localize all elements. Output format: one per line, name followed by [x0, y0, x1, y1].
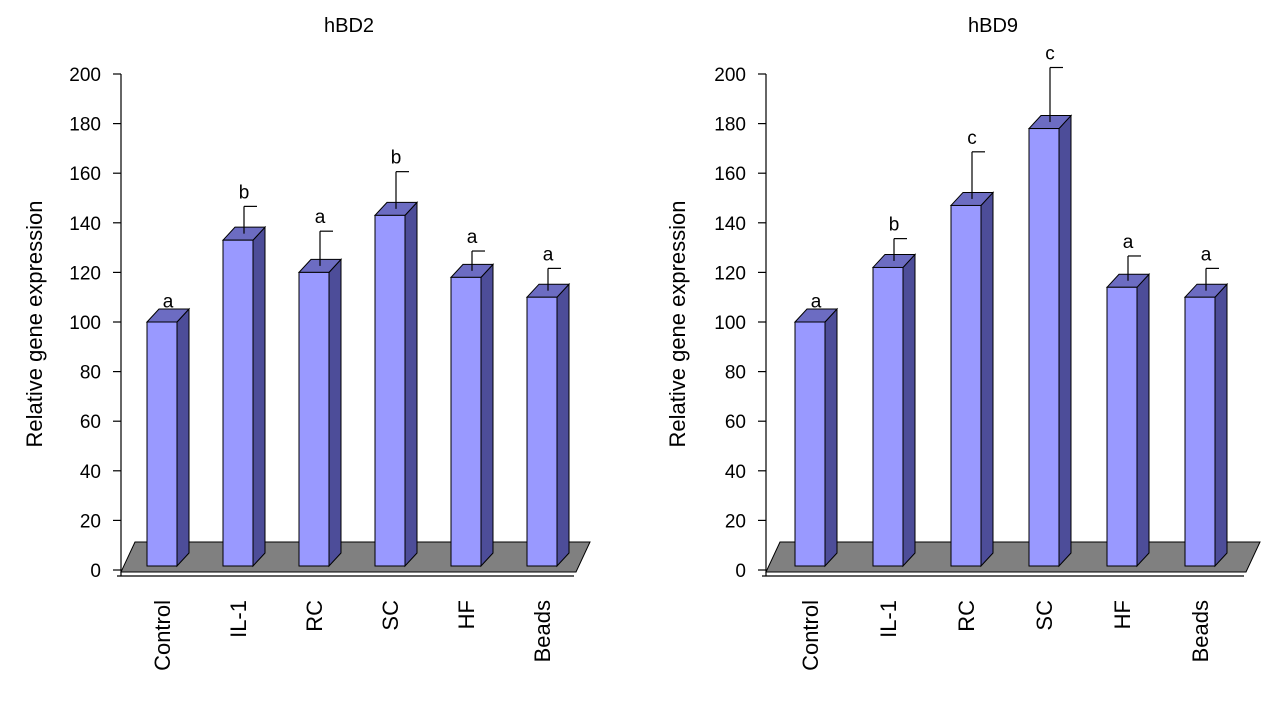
significance-label: a — [467, 227, 478, 248]
bar-side — [824, 307, 838, 568]
bar-front — [450, 276, 482, 567]
bar-front — [222, 239, 254, 567]
bar-sc — [373, 171, 419, 568]
y-tick-label: 0 — [90, 561, 101, 582]
y-tick-label: 100 — [714, 313, 746, 334]
bar-control — [145, 307, 191, 568]
bar-rc — [297, 230, 343, 568]
y-tick-label: 80 — [80, 363, 101, 384]
significance-label: b — [391, 148, 402, 169]
y-axis-label: Relative gene expression — [22, 200, 47, 447]
bar-front — [872, 266, 904, 567]
y-tick-label: 60 — [80, 412, 101, 433]
y-tick-label: 200 — [714, 65, 746, 86]
chart-hbd2: hBD2 Relative gene expression 0 20 40 60 80 1… — [22, 15, 591, 671]
y-tick-label: 140 — [69, 214, 101, 235]
bar-front — [526, 296, 558, 567]
y-tick-label: 40 — [725, 462, 746, 483]
x-tick-label: RC — [954, 600, 979, 632]
y-tick-label: 0 — [735, 561, 746, 582]
y-tick-label: 120 — [69, 263, 101, 284]
significance-label: a — [1123, 232, 1134, 253]
y-tick-label: 120 — [714, 263, 746, 284]
bar-beads — [1183, 267, 1229, 568]
bar-il-1 — [221, 205, 267, 568]
bar-side — [480, 263, 494, 568]
x-tick-label: IL-1 — [876, 600, 901, 638]
y-tick-label: 80 — [725, 363, 746, 384]
x-tick-label: RC — [302, 600, 327, 632]
significance-label: c — [967, 128, 977, 149]
y-tick-label: 100 — [69, 313, 101, 334]
bar-il-1 — [871, 238, 917, 568]
y-tick-label: 180 — [69, 115, 101, 136]
bar-front — [298, 271, 330, 567]
y-tick-label: 140 — [714, 214, 746, 235]
y-tick-label: 200 — [69, 65, 101, 86]
bar-front — [146, 321, 178, 567]
y-tick-label: 160 — [714, 164, 746, 185]
x-tick-label: HF — [454, 600, 479, 629]
bar-side — [1136, 273, 1150, 568]
bar-front — [1184, 296, 1216, 567]
bar-hf — [449, 250, 495, 568]
bar-side — [252, 225, 266, 568]
chart-floor — [120, 541, 591, 573]
y-tick-label: 40 — [80, 462, 101, 483]
significance-label: a — [163, 292, 174, 313]
y-axis-label: Relative gene expression — [665, 200, 690, 447]
y-tick-label: 60 — [725, 412, 746, 433]
bar-front — [374, 214, 406, 567]
bar-hf — [1105, 255, 1151, 568]
x-tick-label: Control — [798, 600, 823, 671]
x-tick-label: Beads — [1188, 600, 1213, 662]
x-tick-label: Beads — [530, 600, 555, 662]
bar-side — [980, 191, 994, 568]
x-tick-label: SC — [378, 600, 403, 631]
bar-side — [1058, 114, 1072, 568]
significance-label: b — [239, 182, 250, 203]
y-tick-label: 180 — [714, 115, 746, 136]
chart-title: hBD9 — [968, 15, 1018, 37]
bar-front — [1028, 128, 1060, 567]
significance-label: a — [811, 292, 822, 313]
chart-title: hBD2 — [324, 15, 374, 37]
significance-label: a — [543, 244, 554, 265]
significance-label: b — [889, 215, 900, 236]
x-tick-label: Control — [150, 600, 175, 671]
bar-rc — [949, 151, 995, 568]
significance-label: a — [1201, 244, 1212, 265]
bar-side — [1214, 282, 1228, 568]
bar-sc — [1027, 66, 1073, 568]
bar-front — [794, 321, 826, 567]
y-tick-label: 20 — [80, 511, 101, 532]
bar-side — [902, 253, 916, 568]
significance-label: a — [315, 207, 326, 228]
bar-front — [1106, 286, 1138, 567]
x-tick-label: IL-1 — [226, 600, 251, 638]
chart-hbd9: hBD9 Relative gene expression 0 20 40 60 80 1… — [665, 15, 1261, 671]
y-tick-label: 20 — [725, 511, 746, 532]
bar-side — [404, 201, 418, 568]
y-tick-label: 160 — [69, 164, 101, 185]
bar-front — [950, 204, 982, 567]
bar-side — [176, 307, 190, 568]
x-tick-label: SC — [1032, 600, 1057, 631]
bar-side — [328, 258, 342, 568]
x-tick-label: HF — [1110, 600, 1135, 629]
bar-beads — [525, 267, 571, 568]
significance-label: c — [1045, 44, 1055, 65]
bar-side — [556, 282, 570, 568]
bar-control — [793, 307, 839, 568]
